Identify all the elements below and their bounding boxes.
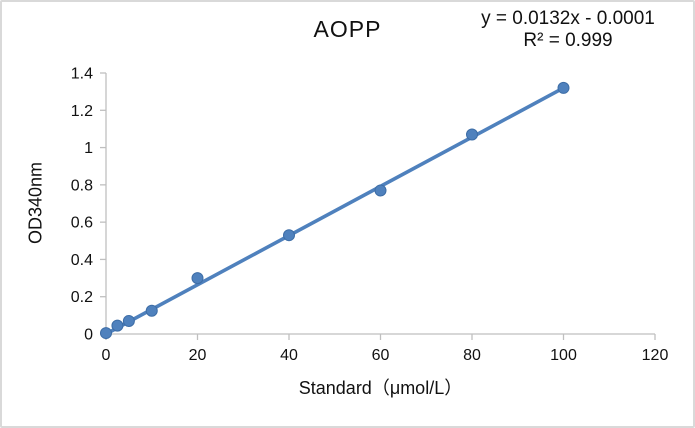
r-squared-value: R² = 0.999 bbox=[523, 30, 613, 51]
data-point bbox=[145, 304, 158, 317]
data-point bbox=[374, 184, 387, 197]
x-tick-label: 0 bbox=[102, 347, 111, 364]
data-point bbox=[283, 229, 295, 242]
x-tick-label: 60 bbox=[372, 347, 390, 364]
data-point bbox=[557, 81, 570, 94]
y-tick-label: 0.6 bbox=[71, 215, 93, 232]
y-tick-label: 1.2 bbox=[71, 103, 93, 120]
data-point bbox=[111, 319, 124, 332]
y-tick-label: 1 bbox=[84, 140, 93, 157]
data-point bbox=[466, 128, 478, 141]
trendline-annotation: y = 0.0132x - 0.0001 R² = 0.999 bbox=[466, 8, 670, 52]
trendline-equation: y = 0.0132x - 0.0001 bbox=[481, 8, 655, 29]
data-point bbox=[191, 272, 204, 285]
data-point bbox=[122, 314, 135, 327]
y-tick-label: 0.4 bbox=[71, 252, 93, 269]
x-tick-label: 80 bbox=[463, 347, 481, 364]
trendline bbox=[104, 86, 566, 336]
y-tick-label: 0.8 bbox=[71, 177, 93, 194]
x-tick-label: 120 bbox=[642, 347, 669, 364]
y-tick-label: 0.2 bbox=[71, 289, 93, 306]
x-tick-label: 100 bbox=[550, 347, 577, 364]
data-point bbox=[100, 327, 112, 340]
y-tick-label: 1.4 bbox=[71, 66, 93, 83]
x-axis-title: Standard（μmol/L） bbox=[298, 378, 463, 398]
chart-title: AOPP bbox=[313, 16, 382, 42]
y-tick-label: 0 bbox=[84, 327, 93, 344]
x-tick-label: 20 bbox=[189, 347, 207, 364]
x-tick-label: 40 bbox=[280, 347, 298, 364]
